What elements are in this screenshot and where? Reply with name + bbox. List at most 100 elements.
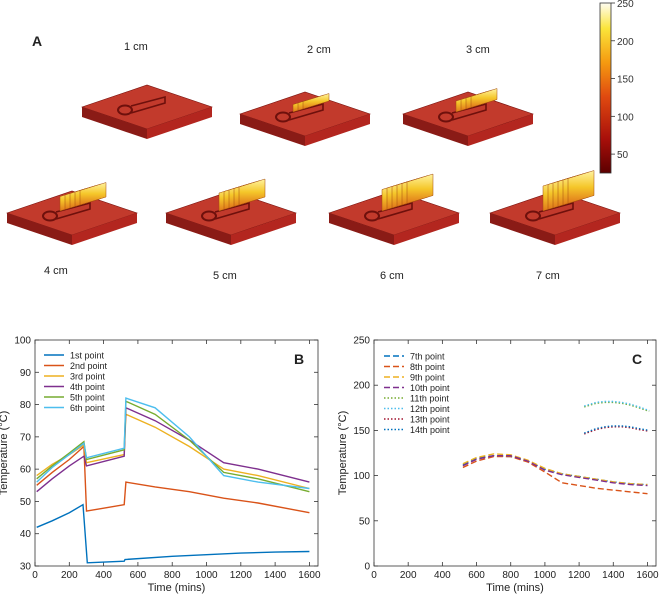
series-line-6 [36,397,310,490]
model-3: 3 cm [402,44,534,146]
model-label: 5 cm [213,270,237,282]
x-axis-label: Time (mins) [148,582,206,594]
legend-entry: 3rd point [70,372,106,382]
series-line-8 [583,425,650,434]
x-tick-label: 1600 [298,570,321,581]
colorbar-tick-label: 50 [617,150,629,161]
legend-entry: 5th point [70,393,105,403]
plate-side [490,213,555,245]
legend-entry: 13th point [410,415,450,425]
x-tick-label: 1400 [602,570,625,581]
series-line-1 [36,503,310,564]
model-4: 4 cm [6,182,138,277]
y-tick-label: 90 [20,368,32,379]
plate-side [403,114,468,146]
legend-entry: 8th point [410,362,445,372]
chart-panel-c: 0 200 400 600 800 1000 1200 1400 1600 0 50 100 150 20… [337,336,659,595]
x-axis-label: Time (mins) [486,582,544,594]
panel-label: C [632,351,642,367]
holder-frame [288,102,324,121]
y-tick-label: 200 [353,381,370,392]
model-label: 2 cm [307,44,331,56]
y-tick-label: 60 [20,465,32,476]
x-tick-label: 600 [130,570,147,581]
x-tick-label: 1000 [195,570,218,581]
x-tick-label: 1200 [568,570,591,581]
plate-side [240,114,305,146]
ring-holder [438,111,454,123]
x-tick-label: 600 [468,570,485,581]
model-label: 4 cm [44,265,68,277]
x-tick-label: 1200 [230,570,253,581]
legend-entry: 14th point [410,425,450,435]
y-tick-label: 100 [14,336,31,347]
y-axis-label: Temperature (°C) [337,411,349,495]
model-6: 6 cm [328,173,460,282]
ring-holder [201,210,217,222]
y-tick-label: 100 [353,471,370,482]
colorbar-gradient [599,2,612,174]
fin [238,178,266,206]
y-tick-label: 30 [20,562,32,573]
x-tick-label: 400 [95,570,112,581]
x-tick-label: 200 [61,570,78,581]
y-tick-label: 70 [20,432,32,443]
plate-side [555,213,620,245]
y-tick-label: 0 [364,562,370,573]
legend-entry: 11th point [410,394,449,404]
x-tick-label: 0 [371,570,377,581]
colorbar-tick-label: 100 [617,112,634,123]
series-line-2 [36,444,310,514]
legend-box [39,346,111,417]
holder-frame [55,201,91,220]
model-2: 2 cm [239,44,371,146]
plate-side [147,107,212,139]
x-tick-label: 800 [164,570,181,581]
colorbar: 250 200 150 100 50 [599,0,634,174]
plate-side [166,213,231,245]
fin [406,173,434,204]
series-line-2 [462,455,648,495]
ring-holder [525,210,541,222]
plate-side [72,213,137,245]
plate-side [329,213,394,245]
fin [470,88,498,108]
y-tick-label: 80 [20,400,32,411]
legend-entry: 6th point [70,403,105,413]
y-tick-label: 50 [359,516,371,527]
holder-frame [214,201,250,220]
series-line-3 [462,453,648,486]
model-1: 1 cm [81,41,213,139]
plate-side [305,114,370,146]
panel-a-label: A [32,33,42,49]
chart-panel-b: 0 200 400 600 800 1000 1200 1400 1600 30 40 50 60 70 8… [0,336,321,595]
series-line-7 [583,426,650,435]
ring-holder [117,104,133,116]
legend-box [379,347,456,439]
colorbar-tick-label: 200 [617,37,634,48]
y-axis-label: Temperature (°C) [0,411,10,495]
plate-side [468,114,533,146]
holder-frame [377,201,413,220]
legend-entry: 12th point [410,404,450,414]
x-tick-label: 0 [32,570,38,581]
holder-frame [538,201,574,220]
y-tick-label: 50 [20,497,32,508]
model-5: 5 cm [165,178,297,282]
holder-frame [451,102,487,121]
ring-holder [275,111,291,123]
legend-entry: 9th point [410,373,445,383]
model-label: 6 cm [380,270,404,282]
legend-entry: 7th point [410,352,445,362]
plate-side [231,213,296,245]
model-label: 3 cm [466,44,490,56]
x-tick-label: 1600 [636,570,659,581]
x-tick-label: 400 [434,570,451,581]
x-tick-label: 1400 [264,570,287,581]
y-tick-label: 150 [353,426,370,437]
y-tick-label: 40 [20,529,32,540]
x-tick-label: 800 [502,570,519,581]
plate-side [7,213,72,245]
legend-entry: 1st point [70,351,105,361]
